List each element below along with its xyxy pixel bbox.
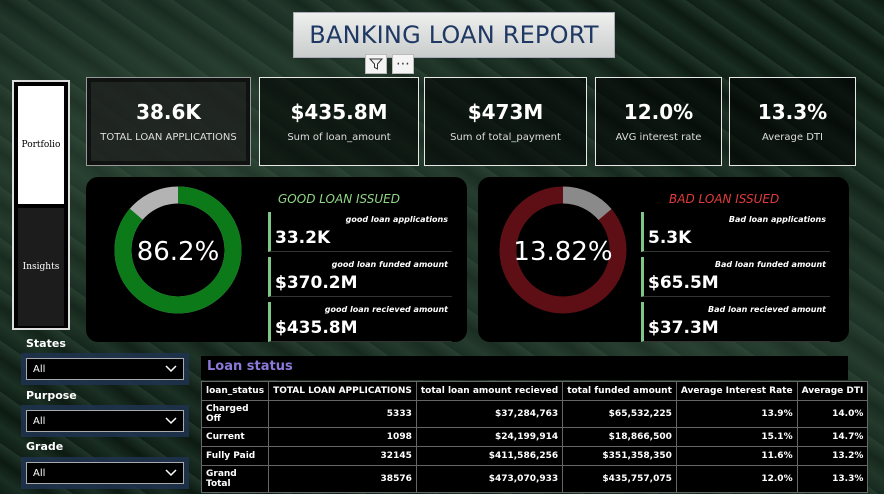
kpi-label: AVG interest rate [615,132,702,143]
bad-loan-donut [499,186,627,314]
purpose-filter-label: Purpose [26,389,77,402]
bad-loan-title: BAD LOAN ISSUED [669,192,780,206]
metric-value: 33.2K [275,228,331,248]
metric-value: $370.2M [275,273,358,293]
table-cell: Grand Total [200,465,270,493]
table-cell: Charged Off [200,400,270,428]
bad-loan-panel: 13.82% BAD LOAN ISSUED Bad loan applicat… [478,177,849,342]
grade-filter-label: Grade [26,440,64,453]
table-cell: $411,586,256 [415,446,564,466]
chevron-down-icon [165,417,177,425]
kpi-value: 12.0% [623,100,694,124]
kpi-value: $435.8M [290,100,388,124]
good-loan-received-card: good loan recieved amount $435.8M [268,302,452,342]
table-cell: $473,070,933 [415,465,564,493]
table-cell: 15.1% [675,427,798,447]
kpi-total-applications: 38.6K TOTAL LOAN APPLICATIONS [86,77,251,166]
kpi-interest-rate: 12.0% AVG interest rate [595,77,722,166]
grade-filter-dropdown[interactable]: All [26,462,184,484]
good-loan-percent: 86.2% [136,237,220,267]
bad-loan-applications-card: Bad loan applications 5.3K [641,212,830,252]
good-loan-donut-arc [114,186,242,314]
table-header-row: loan_status TOTAL LOAN APPLICATIONS tota… [200,381,869,401]
dropdown-value: All [33,467,46,479]
loan-status-table: loan_status TOTAL LOAN APPLICATIONS tota… [200,381,869,493]
table-total-row: Grand Total 38576 $473,070,933 $435,757,… [200,465,869,493]
chevron-down-icon [165,469,177,477]
metric-label: Bad loan funded amount [714,260,826,269]
table-row: Fully Paid 32145 $411,586,256 $351,358,3… [200,446,869,466]
bad-loan-funded-card: Bad loan funded amount $65.5M [641,257,830,297]
metric-value: 5.3K [648,228,692,248]
metric-label: good loan recieved amount [324,305,448,314]
table-cell: $351,358,350 [562,446,677,466]
good-loan-panel: 86.2% GOOD LOAN ISSUED good loan applica… [86,177,467,342]
states-filter-label: States [26,337,66,350]
nav-insights-button[interactable]: Insights [18,208,64,326]
kpi-loan-amount: $435.8M Sum of loan_amount [259,77,419,166]
column-header[interactable]: loan_status [200,381,270,401]
column-header[interactable]: Average DTI [796,381,869,401]
page-navigator: Portfolio Insights [12,80,70,330]
kpi-value: 38.6K [136,100,201,124]
table-cell: 14.7% [796,427,869,447]
nav-portfolio-button[interactable]: Portfolio [18,86,64,204]
table-cell: $65,532,225 [562,400,677,428]
table-row: Current 1098 $24,199,914 $18,866,500 15.… [200,427,869,447]
report-title: BANKING LOAN REPORT [293,12,615,58]
table-row: Charged Off 5333 $37,284,763 $65,532,225… [200,400,869,428]
metric-label: Bad loan applications [728,215,826,224]
kpi-dti: 13.3% Average DTI [729,77,856,166]
kpi-value: $473M [467,100,544,124]
good-loan-title: GOOD LOAN ISSUED [278,192,400,206]
kpi-label: Sum of loan_amount [287,132,391,143]
metric-value: $65.5M [648,273,719,293]
table-cell: 38576 [268,465,417,493]
chevron-down-icon [165,365,177,373]
table-cell: Fully Paid [200,446,270,466]
table-cell: $37,284,763 [415,400,564,428]
table-cell: Current [200,427,270,447]
dropdown-value: All [33,415,46,427]
table-cell: 13.2% [796,446,869,466]
kpi-label: Sum of total_payment [450,132,561,143]
table-cell: 12.0% [675,465,798,493]
table-cell: 13.9% [675,400,798,428]
good-loan-funded-card: good loan funded amount $370.2M [268,257,452,297]
table-cell: $435,757,075 [562,465,677,493]
good-loan-donut [114,186,242,314]
filter-icon[interactable] [365,54,387,74]
metric-label: Bad loan recieved amount [707,305,826,314]
metric-label: good loan funded amount [331,260,448,269]
column-header[interactable]: total loan amount recieved [415,381,564,401]
loan-status-title: Loan status [201,356,848,380]
table-cell: 11.6% [675,446,798,466]
metric-label: good loan applications [345,215,448,224]
table-cell: 32145 [268,446,417,466]
bad-loan-percent: 13.82% [513,237,613,267]
more-options-icon[interactable]: ⋯ [392,54,414,74]
table-cell: $18,866,500 [562,427,677,447]
kpi-label: TOTAL LOAN APPLICATIONS [100,132,237,143]
column-header[interactable]: total funded amount [562,381,677,401]
column-header[interactable]: Average Interest Rate [675,381,798,401]
dropdown-value: All [33,363,46,375]
table-cell: 14.0% [796,400,869,428]
good-loan-applications-card: good loan applications 33.2K [268,212,452,252]
table-cell: 1098 [268,427,417,447]
bad-loan-donut-arc [499,186,627,314]
table-cell: $24,199,914 [415,427,564,447]
kpi-value: 13.3% [757,100,828,124]
kpi-label: Average DTI [761,132,823,143]
bad-loan-received-card: Bad loan recieved amount $37.3M [641,302,830,342]
column-header[interactable]: TOTAL LOAN APPLICATIONS [268,381,417,401]
table-cell: 5333 [268,400,417,428]
table-cell: 13.3% [796,465,869,493]
kpi-total-payment: $473M Sum of total_payment [424,77,587,166]
metric-value: $435.8M [275,318,358,338]
purpose-filter-dropdown[interactable]: All [26,410,184,432]
states-filter-dropdown[interactable]: All [26,358,184,380]
metric-value: $37.3M [648,318,719,338]
